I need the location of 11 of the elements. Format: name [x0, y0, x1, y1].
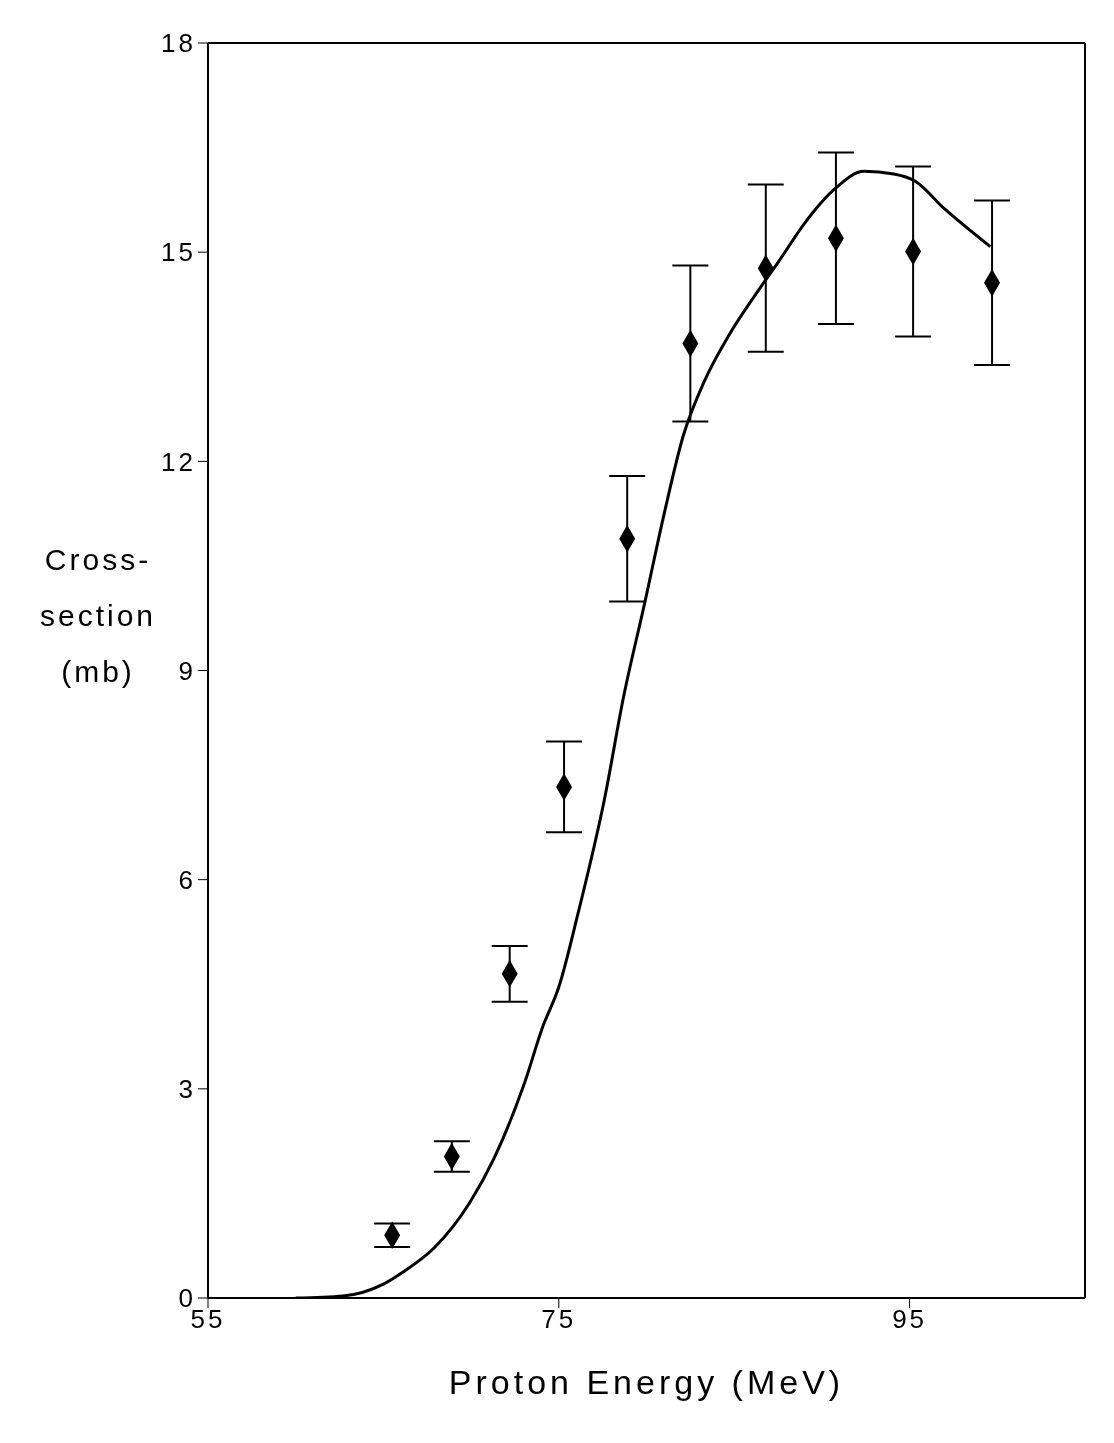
y-tick-label: 3 [178, 1074, 196, 1105]
y-tick-label: 6 [178, 864, 196, 895]
y-tick-label: 18 [161, 28, 196, 59]
y-tick-label: 15 [161, 237, 196, 268]
x-tick-label: 95 [892, 1304, 928, 1335]
x-axis-title: Proton Energy (MeV) [448, 1363, 845, 1401]
y-axis-title: Cross-section (mb) [39, 543, 157, 689]
x-tick-label: 75 [541, 1304, 577, 1335]
x-tick-label: 55 [190, 1304, 226, 1335]
y-tick-label: 12 [161, 446, 196, 477]
y-tick-label: 9 [178, 655, 196, 686]
